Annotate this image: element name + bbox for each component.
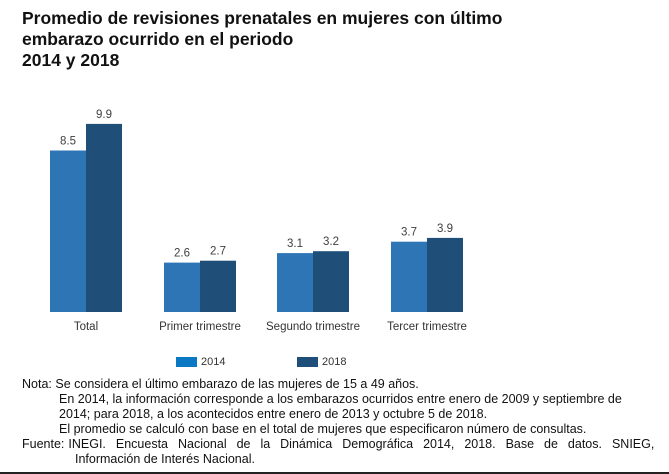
data-label-2014-1: 2.6 [174, 248, 190, 260]
bar-2018-2 [313, 251, 349, 312]
nota-text-1: Se considera el último embarazo de las m… [55, 377, 419, 391]
legend-item-2014: 2014 [176, 356, 225, 368]
legend-swatch-2018 [297, 357, 318, 367]
category-label-3: Tercer trimestre [387, 321, 467, 333]
data-label-2014-0: 8.5 [60, 136, 76, 148]
source-word: Nacional [177, 437, 227, 451]
legend-item-2018: 2018 [297, 356, 346, 368]
data-label-2018-2: 3.2 [323, 236, 339, 248]
bottom-divider [0, 472, 669, 474]
data-label-2014-2: 3.1 [287, 238, 303, 250]
bar-2014-3 [391, 241, 427, 312]
title-line-3: 2014 y 2018 [22, 50, 120, 70]
source-word: Encuesta [115, 437, 168, 451]
source-text-1: INEGI. Encuesta Nacional de la Dinámica Demogr… [68, 437, 654, 452]
source-word: Demográfica [342, 437, 414, 451]
source-word: la [260, 437, 271, 451]
data-label-2018-3: 3.9 [437, 223, 453, 235]
data-label-2018-1: 2.7 [210, 246, 226, 258]
source-word: Dinámica [280, 437, 333, 451]
bar-2018-0 [86, 123, 122, 313]
data-label-2014-3: 3.7 [401, 227, 417, 239]
title-line-2: embarazo ocurrido en el periodo [22, 29, 294, 49]
source-line-1: Fuente: INEGI. Encuesta Nacional de la Dinámi… [22, 437, 662, 452]
legend-label-2014: 2014 [201, 356, 226, 368]
bar-2018-3 [427, 237, 463, 312]
bar-chart: 8.5 9.9 Total 2.6 2.7 Primer trimestre 3.1 3.2 S… [50, 109, 467, 333]
note-line-2: En 2014, la información corresponde a lo… [59, 392, 622, 406]
nota-label: Nota: [22, 377, 52, 391]
source-word: de [544, 437, 558, 451]
source-word: 2018. [464, 437, 496, 451]
source-word: SNIEG, [611, 437, 655, 451]
category-label-0: Total [74, 321, 98, 333]
source-word: 2014, [423, 437, 455, 451]
bar-2014-0 [50, 150, 86, 312]
bar-2014-2 [277, 253, 313, 312]
title-line-1: Promedio de revisiones prenatales en muj… [22, 8, 503, 28]
source-line-2: Información de Interés Nacional. [75, 452, 255, 466]
legend-label-2018: 2018 [322, 356, 347, 368]
legend-swatch-2014 [176, 357, 197, 367]
data-label-2018-0: 9.9 [96, 109, 112, 121]
source-word: INEGI. [68, 437, 106, 451]
source-word: de [236, 437, 251, 451]
source-word: Base [505, 437, 535, 451]
fuente-label: Fuente: [22, 437, 65, 451]
source-word: datos. [567, 437, 602, 451]
note-line-4: El promedio se calculó con base en el to… [59, 422, 587, 436]
note-line-1: Nota: Se considera el último embarazo de… [22, 377, 662, 392]
category-label-2: Segundo trimestre [266, 321, 360, 333]
notes-section: Nota: Se considera el último embarazo de… [22, 377, 662, 467]
note-line-3: 2014; para 2018, a los acontecidos entre… [59, 407, 488, 421]
bar-2014-1 [164, 262, 200, 312]
category-label-1: Primer trimestre [159, 321, 241, 333]
chart-title: Promedio de revisiones prenatales en muj… [22, 8, 502, 71]
bar-2018-1 [200, 260, 236, 312]
